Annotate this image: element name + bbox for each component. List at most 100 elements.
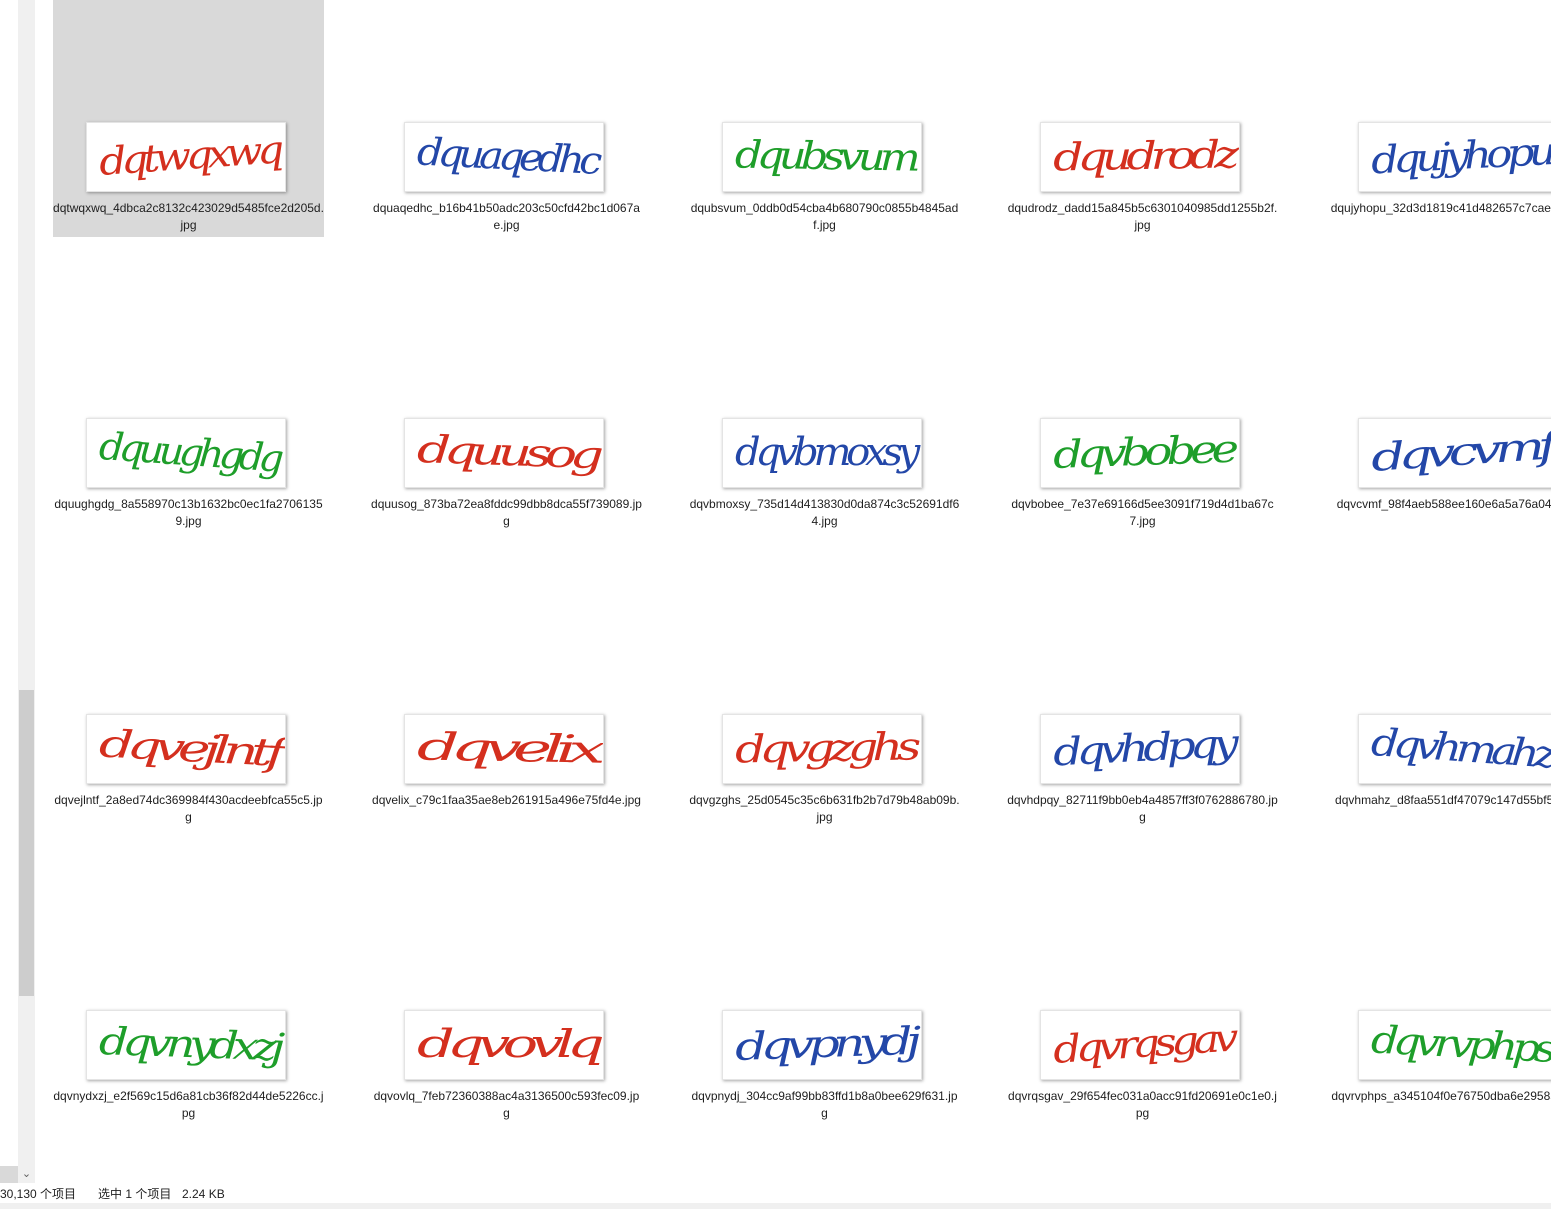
file-item[interactable]: dqvhdpqy dqvhdpqy_82711f9bb0eb4a4857ff3f0… — [1007, 592, 1278, 829]
captcha-text: dquusog — [416, 427, 603, 477]
file-item[interactable]: dqvbobee dqvbobee_7e37e69166d5ee3091f719d… — [1007, 296, 1278, 533]
window-bottom-edge — [0, 1203, 1551, 1209]
file-item[interactable]: dqvbmoxsy dqvbmoxsy_735d14d413830d0da874c… — [689, 296, 960, 533]
file-grid[interactable]: dqtwqxwq dqtwqxwq_4dbca2c8132c423029d5485… — [35, 0, 1551, 1183]
file-name[interactable]: dquughgdg_8a558970c13b1632bc0ec1fa270613… — [54, 497, 323, 528]
file-name[interactable]: dqvbmoxsy_735d14d413830d0da874c3c52691df… — [689, 497, 960, 528]
scroll-corner — [0, 1166, 18, 1183]
item-count: 30,130 个项目 — [0, 1187, 77, 1201]
captcha-image: dqvrqsgav — [1052, 1015, 1239, 1072]
selection-size: 2.24 KB — [182, 1187, 225, 1201]
file-item[interactable]: dqubsvum dqubsvum_0ddb0d54cba4b680790c085… — [689, 0, 960, 237]
file-thumbnail[interactable]: dqvhdpqy — [1040, 714, 1240, 784]
file-name[interactable]: dqvejlntf_2a8ed74dc369984f430acdeebfca55… — [54, 793, 323, 824]
file-item[interactable]: dqvrvphps dqvrvphps_a345104f0e76750dba6e2… — [1325, 888, 1551, 1125]
selection-count: 选中 1 个项目 — [98, 1187, 172, 1201]
file-item[interactable]: dqvovlq dqvovlq_7feb72360388ac4a3136500c5… — [371, 888, 642, 1125]
file-thumbnail[interactable]: dqujyhopu — [1358, 122, 1551, 192]
captcha-image: dqtwqxwq — [98, 127, 285, 184]
file-name[interactable]: dqudrodz_dadd15a845b5c6301040985dd1255b2… — [1007, 201, 1278, 232]
file-name[interactable]: dqujyhopu_32d3d1819c41d482657c7cae196.jp… — [1330, 201, 1551, 215]
file-name[interactable]: dqvovlq_7feb72360388ac4a3136500c593fec09… — [373, 1089, 640, 1120]
captcha-image: dqvgzghs — [735, 724, 921, 771]
file-thumbnail[interactable]: dqvcvmf — [1358, 418, 1551, 488]
file-thumbnail[interactable]: dqudrodz — [1040, 122, 1240, 192]
file-name[interactable]: dqvrvphps_a345104f0e76750dba6e295858e.jp… — [1331, 1089, 1551, 1103]
scroll-down-arrow-icon[interactable]: ⌄ — [18, 1166, 35, 1183]
file-item[interactable]: dqvhmahz dqvhmahz_d8faa551df47079c147d55b… — [1325, 592, 1551, 829]
captcha-image: dqvnydxzj — [98, 1019, 285, 1069]
captcha-image: dqvbobee — [1052, 427, 1238, 477]
captcha-image: dqvcvmf — [1370, 422, 1551, 480]
captcha-image: dqvhdpqy — [1052, 721, 1239, 775]
file-item[interactable]: dqudrodz dqudrodz_dadd15a845b5c6301040985… — [1007, 0, 1278, 237]
captcha-image: dqvpnydj — [734, 1019, 921, 1069]
file-thumbnail[interactable]: dqvhmahz — [1358, 714, 1551, 784]
captcha-text: dqudrodz — [1053, 132, 1239, 179]
file-thumbnail[interactable]: dqvnydxzj — [86, 1010, 286, 1080]
file-thumbnail[interactable]: dqvrqsgav — [1040, 1010, 1240, 1080]
captcha-text: dqvgzghs — [735, 724, 921, 771]
file-item[interactable]: dqvejlntf dqvejlntf_2a8ed74dc369984f430ac… — [53, 592, 324, 829]
file-name[interactable]: dquusog_873ba72ea8fddc99dbb8dca55f739089… — [371, 497, 642, 528]
file-name[interactable]: dqvnydxzj_e2f569c15d6a81cb36f82d44de5226… — [53, 1089, 324, 1120]
vertical-scrollbar-thumb[interactable] — [19, 690, 34, 996]
file-item[interactable]: dquaqedhc dquaqedhc_b16b41b50adc203c50cfd… — [371, 0, 642, 237]
file-item[interactable]: dqujyhopu dqujyhopu_32d3d1819c41d482657c7… — [1325, 0, 1551, 237]
captcha-text: dquaqedhc — [416, 129, 603, 183]
captcha-text: dqvcvmf — [1370, 422, 1551, 480]
file-thumbnail[interactable]: dqvbmoxsy — [722, 418, 922, 488]
file-thumbnail[interactable]: dqvgzghs — [722, 714, 922, 784]
captcha-text: dqvovlq — [417, 1022, 603, 1066]
file-item[interactable]: dqvelix dqvelix_c79c1faa35ae8eb261915a496… — [371, 592, 642, 829]
file-item[interactable]: dquusog dquusog_873ba72ea8fddc99dbb8dca55… — [371, 296, 642, 533]
file-thumbnail[interactable]: dqvejlntf — [86, 714, 286, 784]
file-item[interactable]: dqvgzghs dqvgzghs_25d0545c35c6b631fb2b7d7… — [689, 592, 960, 829]
file-thumbnail[interactable]: dqvelix — [404, 714, 604, 784]
file-name[interactable]: dqvrqsgav_29f654fec031a0acc91fd20691e0c1… — [1008, 1089, 1277, 1120]
file-thumbnail[interactable]: dqvbobee — [1040, 418, 1240, 488]
file-item[interactable]: dqtwqxwq dqtwqxwq_4dbca2c8132c423029d5485… — [53, 0, 324, 237]
file-thumbnail[interactable]: dquaqedhc — [404, 122, 604, 192]
captcha-text: dqtwqxwq — [98, 127, 285, 184]
file-item[interactable]: dquughgdg dquughgdg_8a558970c13b1632bc0ec… — [53, 296, 324, 533]
file-name[interactable]: dqvhdpqy_82711f9bb0eb4a4857ff3f076288678… — [1007, 793, 1278, 824]
captcha-text: dqvrvphps — [1370, 1017, 1551, 1071]
file-thumbnail[interactable]: dqvrvphps — [1358, 1010, 1551, 1080]
file-name[interactable]: dqubsvum_0ddb0d54cba4b680790c0855b4845ad… — [690, 201, 959, 232]
captcha-image: dqvrvphps — [1370, 1017, 1551, 1071]
captcha-image: dqvovlq — [417, 1022, 603, 1066]
captcha-text: dqvbmoxsy — [735, 430, 921, 474]
status-bar: 30,130 个项目 选中 1 个项目 2.24 KB — [0, 1183, 1551, 1203]
captcha-image: dquaqedhc — [416, 129, 603, 183]
captcha-text: dquughgdg — [98, 424, 284, 481]
captcha-image: dqvejlntf — [98, 721, 285, 775]
file-name[interactable]: dqvgzghs_25d0545c35c6b631fb2b7d79b48ab09… — [689, 793, 960, 824]
file-thumbnail[interactable]: dquughgdg — [86, 418, 286, 488]
file-item[interactable]: dqvrqsgav dqvrqsgav_29f654fec031a0acc91fd… — [1007, 888, 1278, 1125]
captcha-image: dqvhmahz — [1370, 720, 1551, 777]
captcha-text: dqvelix — [417, 724, 603, 771]
file-name[interactable]: dquaqedhc_b16b41b50adc203c50cfd42bc1d067… — [373, 201, 640, 232]
file-item[interactable]: dqvcvmf dqvcvmf_98f4aeb588ee160e6a5a76a04… — [1325, 296, 1551, 533]
file-thumbnail[interactable]: dqvpnydj — [722, 1010, 922, 1080]
file-name[interactable]: dqvbobee_7e37e69166d5ee3091f719d4d1ba67c… — [1011, 497, 1274, 528]
file-thumbnail[interactable]: dqubsvum — [722, 122, 922, 192]
captcha-text: dqvhmahz — [1370, 720, 1551, 777]
file-name[interactable]: dqvpnydj_304cc9af99bb83ffd1b8a0bee629f63… — [691, 1089, 958, 1120]
file-thumbnail[interactable]: dqvovlq — [404, 1010, 604, 1080]
file-thumbnail[interactable]: dqtwqxwq — [86, 122, 286, 192]
captcha-image: dquusog — [416, 427, 603, 477]
captcha-text: dqvhdpqy — [1052, 721, 1239, 775]
captcha-text: dqubsvum — [735, 132, 919, 179]
file-thumbnail[interactable]: dquusog — [404, 418, 604, 488]
file-item[interactable]: dqvnydxzj dqvnydxzj_e2f569c15d6a81cb36f82… — [53, 888, 324, 1125]
file-name[interactable]: dqvcvmf_98f4aeb588ee160e6a5a76a0463.jpg — [1336, 497, 1551, 511]
captcha-text: dqvbobee — [1052, 427, 1238, 477]
file-name[interactable]: dqtwqxwq_4dbca2c8132c423029d5485fce2d205… — [53, 201, 324, 232]
file-name[interactable]: dqvelix_c79c1faa35ae8eb261915a496e75fd4e… — [372, 793, 641, 807]
file-item[interactable]: dqvpnydj dqvpnydj_304cc9af99bb83ffd1b8a0b… — [689, 888, 960, 1125]
captcha-text: dqvpnydj — [734, 1019, 921, 1069]
captcha-text: dqujyhopu — [1370, 129, 1551, 183]
file-name[interactable]: dqvhmahz_d8faa551df47079c147d55bf537.jpg — [1335, 793, 1551, 807]
